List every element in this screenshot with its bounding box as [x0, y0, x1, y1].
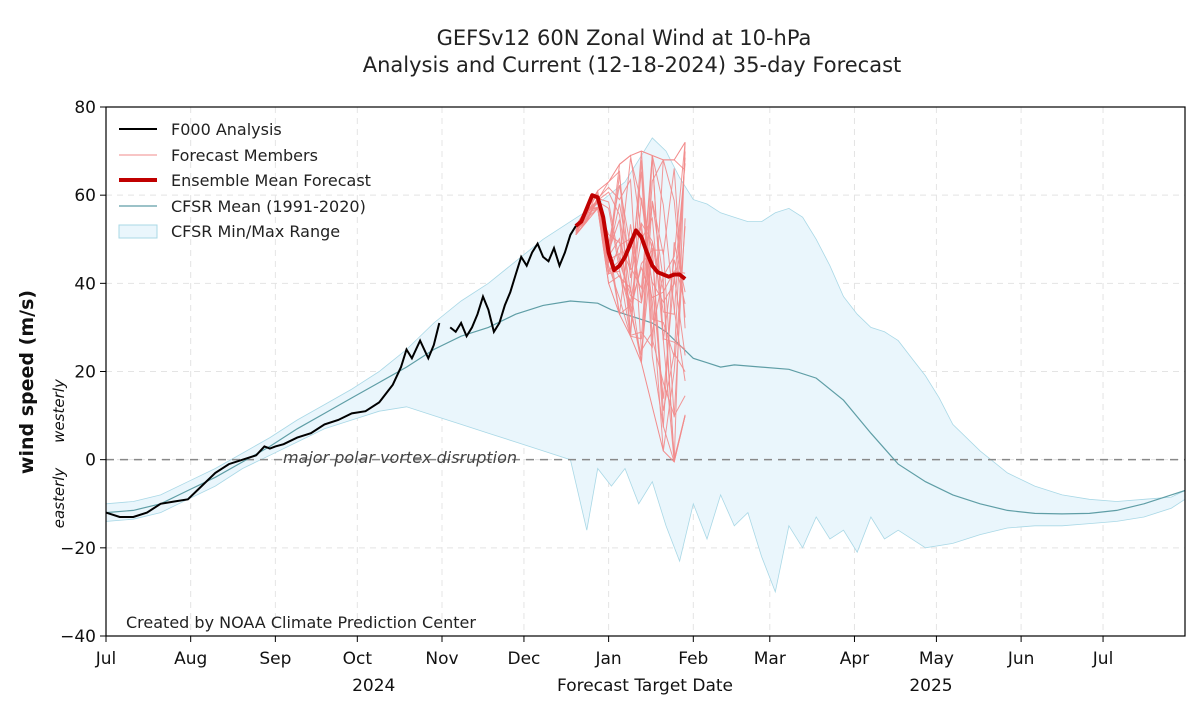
x-tick-label: Jun — [1007, 649, 1035, 669]
chart-title: GEFSv12 60N Zonal Wind at 10-hPa — [437, 26, 812, 50]
forecast-member-line — [575, 151, 686, 358]
ensemble-mean-line — [574, 193, 687, 281]
legend-label-mean: Ensemble Mean Forecast — [171, 171, 371, 190]
legend: F000 Analysis Forecast Members Ensemble … — [118, 120, 371, 241]
x-tick-label: Dec — [507, 649, 540, 669]
year-label: 2024 — [352, 676, 395, 696]
y-tick-label: −40 — [60, 627, 96, 647]
y-axis-westerly-label: westerly — [50, 378, 68, 443]
y-tick-label: 0 — [85, 451, 96, 471]
y-axis-easterly-label: easterly — [50, 467, 68, 529]
cfsr-mean-line — [105, 300, 1186, 515]
x-tick-label: Feb — [678, 649, 708, 669]
forecast-member-line — [575, 142, 686, 463]
forecast-member-line — [575, 155, 686, 350]
credit-text: Created by NOAA Climate Prediction Cente… — [126, 613, 476, 632]
x-tick-label: Oct — [343, 649, 373, 669]
legend-label-cfsr-mean: CFSR Mean (1991-2020) — [171, 197, 366, 216]
y-tick-label: −20 — [60, 539, 96, 559]
x-tick-label: Sep — [259, 649, 291, 669]
legend-label-cfsr-range: CFSR Min/Max Range — [171, 222, 340, 241]
analysis-line — [105, 322, 441, 518]
x-tick-label: Apr — [840, 649, 869, 669]
plot-area: −40 −20 0 20 40 60 80 Jul Aug Sep Oct Nov Dec Jan Feb M… — [60, 98, 1186, 696]
x-tick-label: Jan — [595, 649, 622, 669]
x-tick-label: Jul — [95, 649, 117, 669]
forecast-member-line — [575, 207, 686, 463]
y-tick-label: 60 — [74, 186, 96, 206]
y-tick-label: 40 — [74, 274, 96, 294]
chart-subtitle: Analysis and Current (12-18-2024) 35-day… — [363, 53, 902, 77]
analysis-line-continued — [449, 225, 577, 339]
legend-swatch-cfsr-range — [118, 224, 158, 239]
y-tick-label: 80 — [74, 98, 96, 118]
legend-label-analysis: F000 Analysis — [171, 120, 282, 139]
x-tick-label: Nov — [425, 649, 458, 669]
legend-label-members: Forecast Members — [171, 146, 318, 165]
zero-line-annotation: major polar vortex disruption — [283, 448, 517, 467]
x-tick-label: Jul — [1092, 649, 1114, 669]
x-axis-label: Forecast Target Date — [557, 676, 733, 696]
x-tick-label: May — [919, 649, 954, 669]
y-axis-label: wind speed (m/s) — [16, 290, 38, 474]
year-label: 2025 — [909, 676, 952, 696]
x-tick-label: Mar — [754, 649, 786, 669]
forecast-member-min-line — [575, 207, 686, 463]
x-tick-label: Aug — [174, 649, 207, 669]
y-tick-label: 20 — [74, 363, 96, 383]
